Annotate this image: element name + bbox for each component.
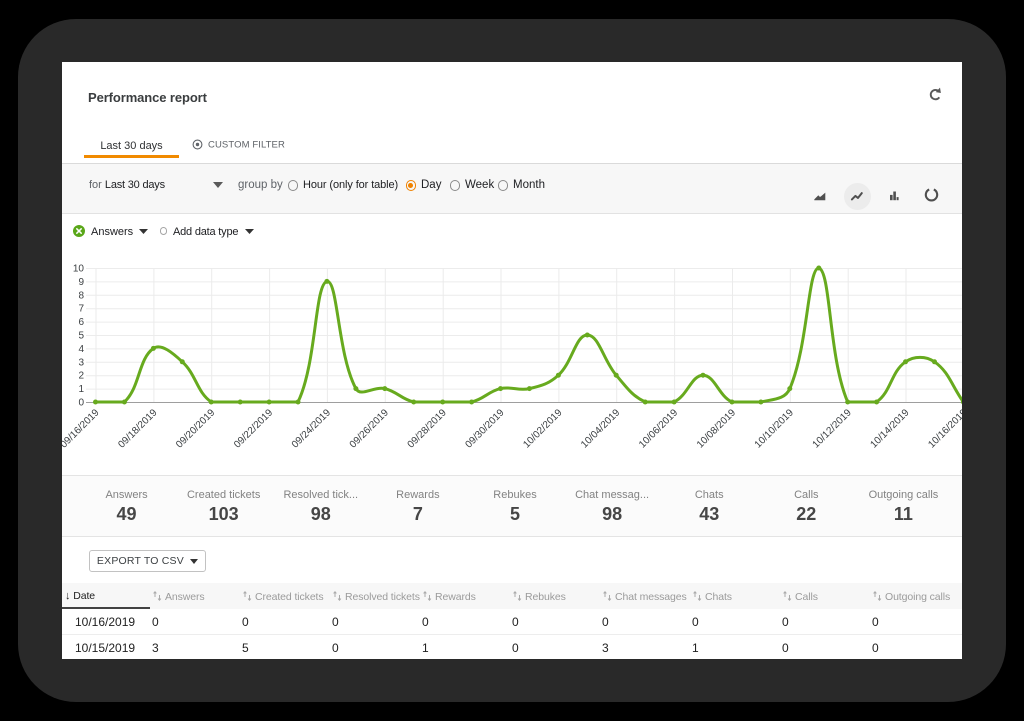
svg-text:10/08/2019: 10/08/2019 — [695, 407, 738, 450]
svg-text:10/12/2019: 10/12/2019 — [811, 407, 854, 450]
svg-text:09/22/2019: 09/22/2019 — [232, 407, 275, 450]
svg-text:4: 4 — [78, 344, 84, 355]
svg-text:10/16/2019: 10/16/2019 — [926, 407, 962, 450]
svg-text:2: 2 — [78, 371, 84, 382]
svg-text:3: 3 — [78, 357, 84, 368]
svg-text:0: 0 — [78, 398, 84, 409]
svg-text:10: 10 — [73, 264, 85, 275]
svg-text:09/30/2019: 09/30/2019 — [463, 407, 506, 450]
svg-text:09/16/2019: 09/16/2019 — [62, 407, 102, 450]
svg-text:9: 9 — [78, 277, 84, 288]
svg-text:5: 5 — [78, 331, 84, 342]
svg-text:10/06/2019: 10/06/2019 — [637, 407, 680, 450]
svg-text:09/28/2019: 09/28/2019 — [406, 407, 449, 450]
svg-text:10/04/2019: 10/04/2019 — [579, 407, 622, 450]
svg-text:10/02/2019: 10/02/2019 — [521, 407, 564, 450]
svg-text:09/20/2019: 09/20/2019 — [174, 407, 217, 450]
svg-text:6: 6 — [78, 317, 84, 328]
svg-text:09/24/2019: 09/24/2019 — [290, 407, 333, 450]
svg-text:09/18/2019: 09/18/2019 — [116, 407, 159, 450]
svg-text:10/10/2019: 10/10/2019 — [753, 407, 796, 450]
svg-text:8: 8 — [78, 290, 84, 301]
svg-text:10/14/2019: 10/14/2019 — [868, 407, 911, 450]
svg-text:09/26/2019: 09/26/2019 — [348, 407, 391, 450]
svg-text:7: 7 — [78, 304, 84, 315]
svg-text:1: 1 — [78, 384, 84, 395]
